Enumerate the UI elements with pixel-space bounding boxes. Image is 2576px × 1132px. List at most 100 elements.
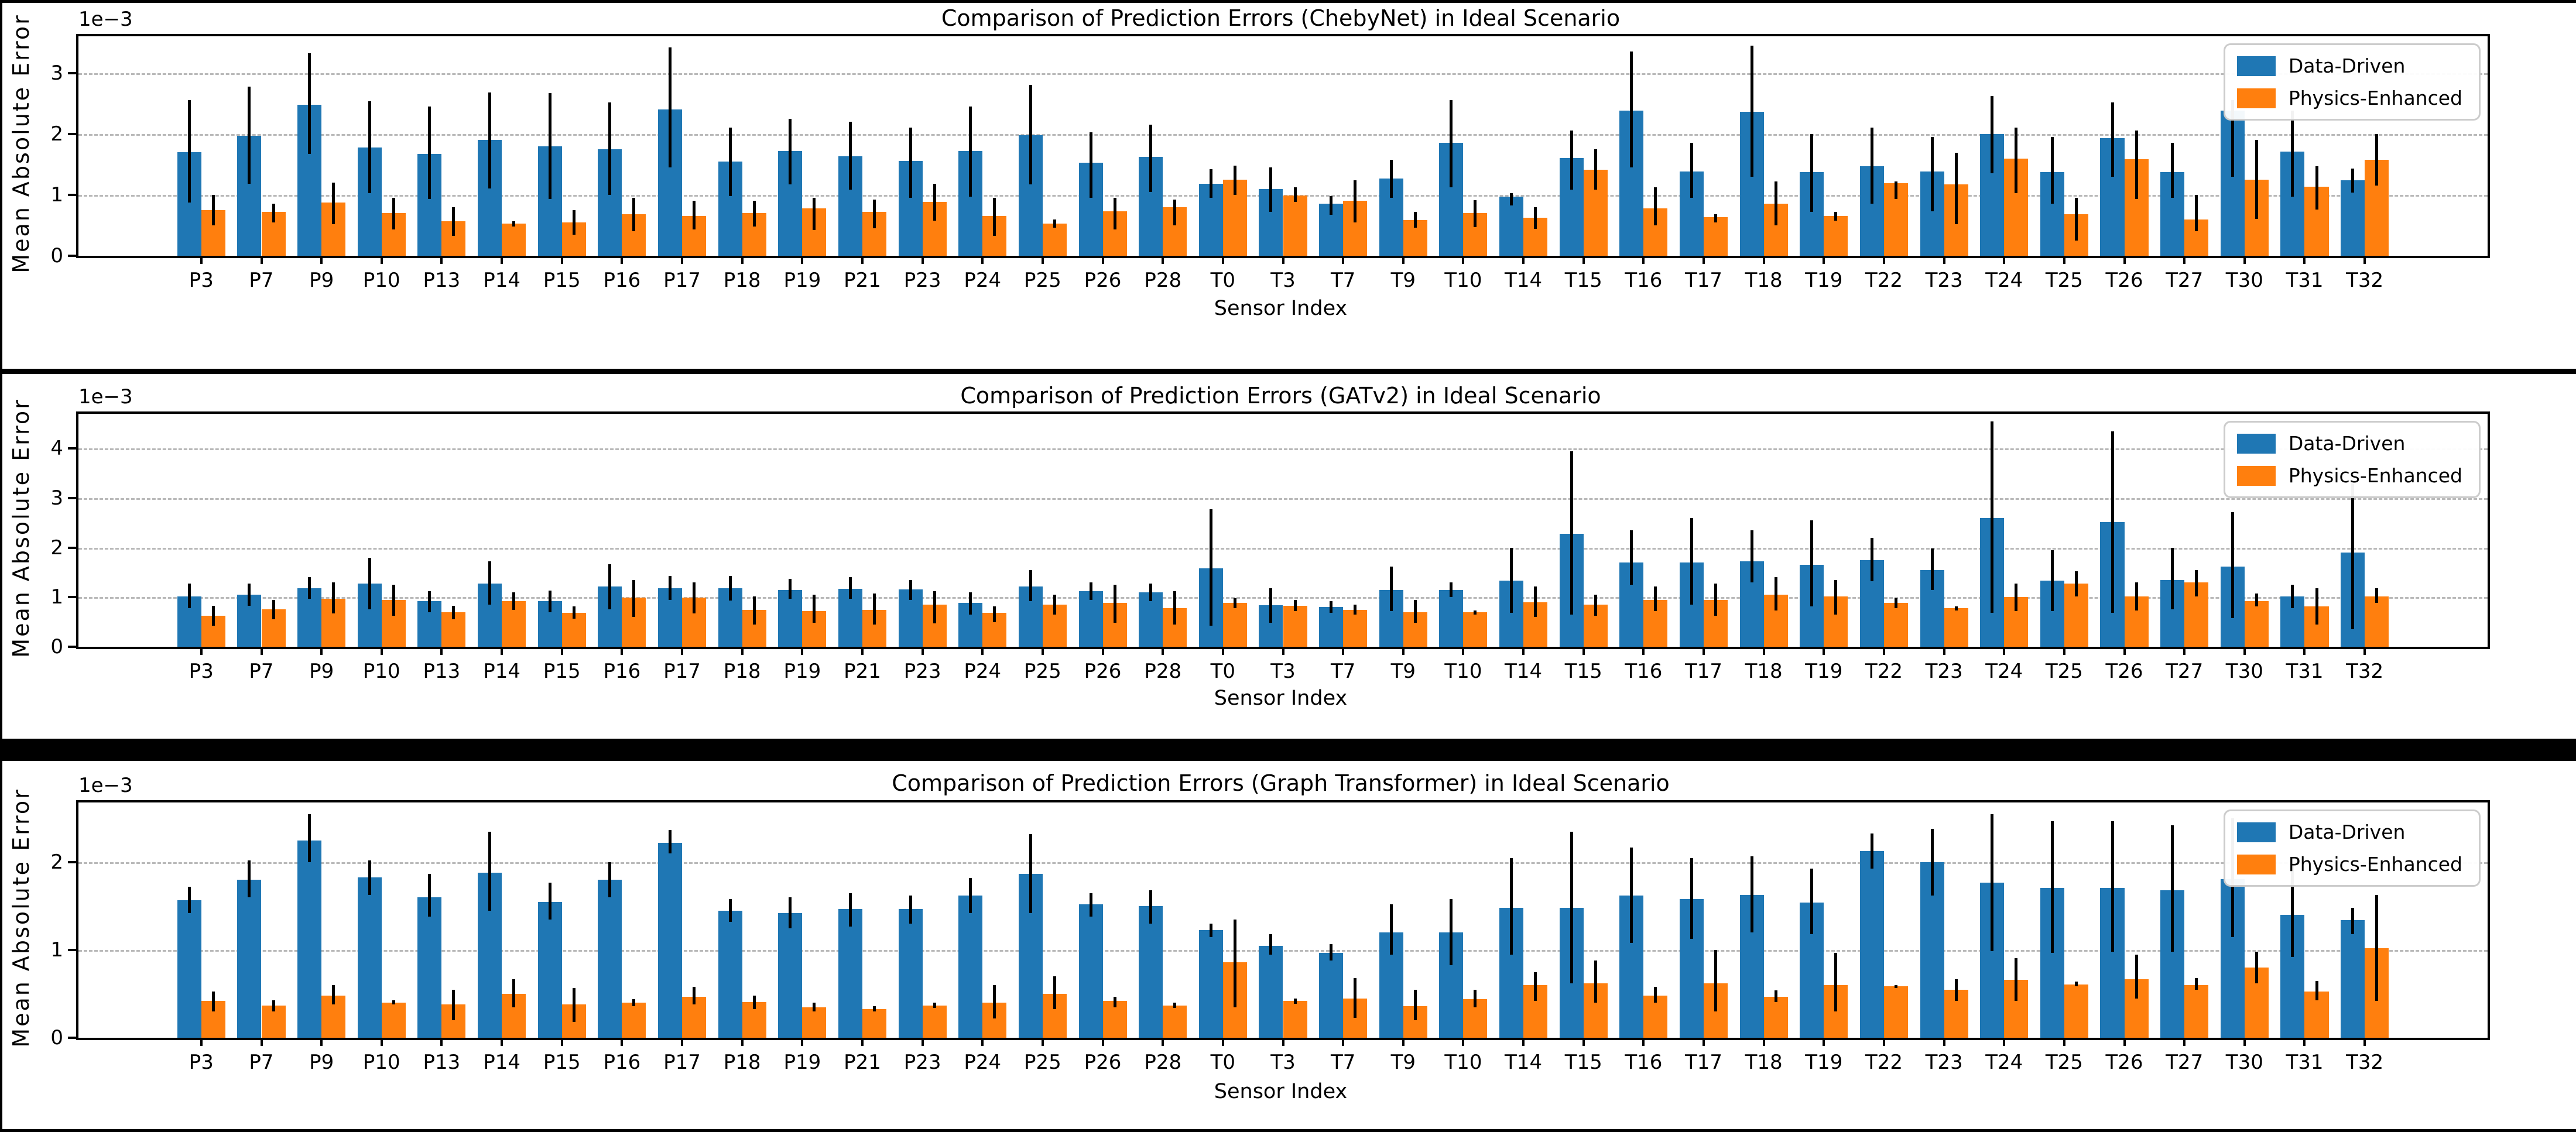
x-tick — [2303, 1038, 2306, 1046]
chart-title: Comparison of Prediction Errors (Graph T… — [892, 770, 1670, 796]
error-bar — [2375, 588, 2379, 603]
error-bar — [548, 92, 551, 200]
x-tick-label: P24 — [964, 269, 1002, 292]
bar-data-driven — [297, 840, 322, 1038]
error-bar — [1991, 421, 1994, 613]
error-bar — [1354, 978, 1357, 1018]
x-tick-label: P9 — [309, 660, 334, 683]
x-tick-label: T19 — [1805, 269, 1843, 292]
error-bar — [572, 606, 576, 619]
error-bar — [1714, 214, 1718, 222]
x-tick — [260, 1038, 263, 1046]
x-tick — [1882, 1038, 1885, 1046]
error-bar — [1810, 133, 1814, 212]
x-tick-label: T10 — [1444, 269, 1482, 292]
error-bar — [1450, 582, 1453, 598]
y-axis-label: Mean Absolute Error — [8, 398, 34, 658]
error-bar — [308, 53, 311, 155]
y-tick-label: 0 — [50, 244, 63, 267]
x-tick-label: T24 — [1985, 660, 2023, 683]
x-tick — [440, 256, 443, 264]
error-bar — [428, 591, 431, 612]
x-tick-label: T9 — [1390, 1051, 1416, 1074]
x-tick — [2243, 647, 2246, 655]
x-tick-label: P15 — [543, 1051, 581, 1074]
legend-item: Data-Driven — [2236, 54, 2462, 77]
x-tick-label: T31 — [2286, 660, 2324, 683]
x-tick — [1642, 647, 1645, 655]
error-bar — [789, 897, 792, 928]
bar-physics-enhanced — [1042, 223, 1067, 256]
bar-physics-enhanced — [1283, 195, 1307, 256]
left-border — [0, 0, 2, 1132]
error-bar — [1209, 169, 1212, 198]
error-bar — [1293, 998, 1297, 1004]
y-tick-label: 2 — [50, 122, 63, 146]
separator-2 — [0, 739, 2576, 761]
error-bar — [1029, 834, 1032, 913]
x-tick — [1882, 647, 1885, 655]
x-tick-label: P15 — [543, 660, 581, 683]
x-tick — [2363, 647, 2366, 655]
x-tick — [2183, 647, 2186, 655]
x-tick — [200, 256, 203, 264]
x-tick-label: T27 — [2166, 660, 2204, 683]
error-bar — [669, 829, 672, 853]
bar-data-driven — [417, 897, 442, 1038]
error-bar — [272, 1000, 275, 1011]
error-bar — [512, 979, 516, 1007]
bar-data-driven — [598, 880, 622, 1038]
y-tick-label: 3 — [50, 61, 63, 85]
x-tick — [1221, 647, 1224, 655]
gridline — [78, 547, 2488, 550]
y-tick — [68, 596, 76, 599]
gridline — [78, 950, 2488, 952]
error-bar — [2291, 585, 2294, 608]
chart-chebynet: Comparison of Prediction Errors (ChebyNe… — [0, 3, 2576, 369]
x-tick-label: T14 — [1505, 269, 1543, 292]
error-bar — [693, 582, 696, 614]
error-bar — [969, 878, 972, 913]
error-bar — [752, 596, 756, 625]
x-tick — [1703, 647, 1705, 655]
error-bar — [572, 987, 576, 1022]
x-tick — [380, 647, 383, 655]
y-tick-label: 2 — [50, 850, 63, 874]
error-bar — [2135, 954, 2138, 999]
error-bar — [1570, 131, 1573, 190]
error-bar — [488, 831, 492, 911]
x-tick-label: P28 — [1144, 660, 1182, 683]
plot-area: 0 1 2 3 4 P3 P7 P9 P10 P13 P14 P15 P16 P17 P18 P19 P21 P2… — [50, 411, 2490, 683]
error-bar — [2015, 583, 2018, 611]
error-bar — [873, 1006, 876, 1011]
legend-swatch-physics-enhanced — [2236, 465, 2276, 486]
error-bar — [488, 92, 492, 189]
y-tick-label: 4 — [50, 437, 63, 461]
x-tick-label: P13 — [423, 660, 461, 683]
x-tick — [2183, 1038, 2186, 1046]
error-bar — [848, 577, 852, 599]
x-tick — [2063, 1038, 2065, 1046]
error-bar — [1113, 996, 1116, 1007]
legend: Data-Driven Physics-Enhanced — [2223, 43, 2481, 121]
error-bar — [1534, 972, 1537, 1001]
error-bar — [1594, 149, 1597, 190]
x-tick — [921, 256, 924, 264]
error-bar — [548, 882, 551, 920]
x-tick-label: P16 — [603, 1051, 641, 1074]
bar-data-driven — [2341, 180, 2365, 256]
x-tick-label: T23 — [1925, 1051, 1963, 1074]
error-bar — [1233, 165, 1236, 195]
x-tick-label: T14 — [1505, 660, 1543, 683]
x-tick — [861, 1038, 864, 1046]
error-bar — [1149, 890, 1153, 924]
error-bar — [1089, 582, 1092, 600]
x-tick — [861, 256, 864, 264]
x-tick-label: P3 — [189, 660, 214, 683]
error-bar — [1630, 530, 1633, 585]
x-tick-label: T16 — [1625, 1051, 1663, 1074]
error-bar — [2195, 978, 2198, 990]
bar-physics-enhanced — [1463, 612, 1488, 647]
bar-physics-enhanced — [862, 1008, 887, 1038]
x-tick-label: T32 — [2346, 660, 2384, 683]
